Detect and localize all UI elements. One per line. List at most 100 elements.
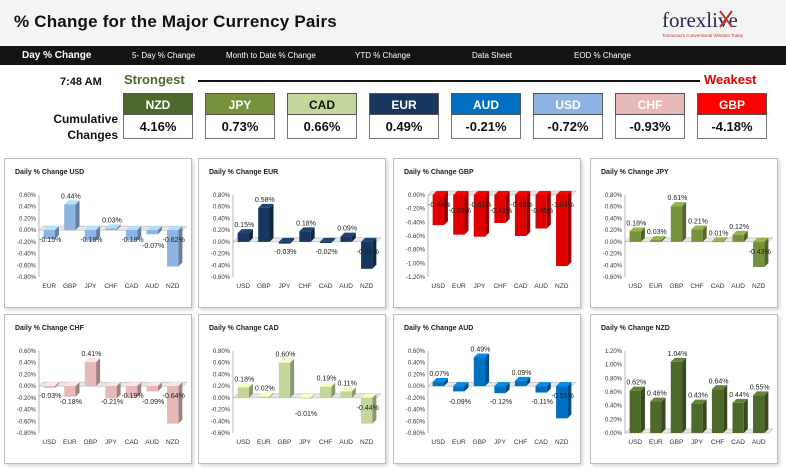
y-tick-label: -0.60% (603, 275, 623, 281)
strongest-label: Strongest (124, 72, 185, 87)
x-category-label: JPY (691, 439, 704, 446)
data-label: -0.02% (315, 249, 337, 256)
y-tick-label: 0.80% (213, 193, 231, 199)
bar-top (535, 382, 551, 387)
bar-front (494, 195, 506, 224)
x-category-label: USD (236, 439, 250, 446)
currency-code: EUR (369, 93, 439, 115)
bar-top (146, 382, 162, 387)
data-label: 0.44% (729, 392, 749, 399)
bar-top (237, 383, 253, 388)
bar-top (732, 398, 748, 403)
x-category-label: CAD (731, 439, 745, 446)
bar-side (764, 391, 769, 433)
data-label: 0.03% (647, 229, 667, 236)
bar-usd (432, 378, 448, 387)
bar-front (732, 402, 744, 433)
bar-top (146, 226, 162, 231)
bar-side (269, 203, 274, 242)
y-tick-label: 0.20% (213, 228, 231, 234)
y-tick-label: 0.60% (213, 205, 231, 211)
y-tick-label: 0.40% (605, 404, 623, 410)
bar-front (278, 362, 291, 398)
tab-5-day-change[interactable]: 5- Day % Change (132, 51, 196, 60)
data-label: 0.18% (626, 220, 646, 227)
bar-aud (146, 382, 162, 392)
bar-usd (237, 229, 253, 242)
bar-usd (237, 383, 253, 398)
y-tick-label: 0.00% (605, 240, 623, 246)
weakest-label: Weakest (704, 72, 757, 87)
y-tick-label: -0.40% (17, 252, 37, 258)
data-label: 0.11% (337, 380, 356, 387)
x-category-label: JPY (473, 283, 486, 290)
currency-code: AUD (451, 93, 521, 115)
tab-data-sheet[interactable]: Data Sheet (472, 51, 513, 60)
bar-usd (629, 386, 645, 433)
bar-side (248, 383, 253, 398)
bar-front (319, 241, 332, 244)
chart-daily-change-gbp: Daily % Change GBP 0.00% -0.20% -0.40% -0.60… (404, 169, 577, 290)
x-category-label: AUD (731, 283, 745, 290)
bar-jpy (84, 226, 101, 241)
bar-top (125, 226, 142, 231)
tab-ytd-change[interactable]: YTD % Change (355, 51, 411, 60)
x-category-label: AUD (339, 439, 353, 446)
bar-top (629, 227, 645, 232)
bar-eur (258, 392, 274, 398)
bar-side (702, 225, 707, 242)
y-tick-label: -0.20% (17, 396, 37, 402)
x-category-label: NZD (166, 439, 180, 446)
y-tick-label: 0.20% (19, 372, 37, 378)
bar-gbp (64, 200, 80, 231)
bar-front (84, 362, 97, 387)
bar-top (105, 224, 121, 229)
data-label: 0.61% (667, 195, 687, 202)
data-label: 0.60% (275, 352, 295, 359)
x-category-label: JPY (84, 283, 97, 290)
chart-daily-change-nzd: Daily % Change NZD1.20%1.00%0.80%0.60%0.… (601, 325, 774, 446)
bar-nzd (556, 191, 572, 267)
data-label: -0.62% (163, 237, 185, 244)
bar-front (453, 386, 465, 392)
y-tick-label: 0.20% (605, 417, 623, 423)
cumulative-label-line-1: Cumulative (53, 112, 118, 126)
bar-side (743, 398, 748, 433)
y-tick-label: 0.00% (213, 240, 231, 246)
bar-top (299, 227, 315, 232)
bar-jpy (494, 382, 510, 394)
x-category-label: AUD (339, 283, 353, 290)
y-tick-label: 0.60% (19, 349, 37, 355)
bar-eur (64, 382, 80, 397)
bar-eur (43, 226, 59, 239)
currency-code: GBP (697, 93, 767, 115)
bar-side (567, 382, 572, 419)
chart-jpy-panel: Daily % Change JPY 0.80% 0.60% 0.40% 0.20% 0.… (590, 158, 778, 308)
bar-side (116, 224, 121, 231)
bar-front (43, 230, 55, 239)
data-label: 0.41% (81, 351, 101, 358)
x-category-label: EUR (63, 439, 77, 446)
data-label: -0.41% (490, 208, 512, 215)
tab-day-change[interactable]: Day % Change (22, 50, 92, 61)
bar-front (514, 380, 527, 387)
data-label: -0.55% (552, 393, 574, 400)
bar-front (237, 233, 249, 242)
y-tick-label: -0.20% (406, 207, 426, 213)
tab-eod-change[interactable]: EOD % Change (574, 51, 631, 60)
timestamp: 7:48 AM (60, 76, 102, 88)
data-label: -0.15% (39, 237, 61, 244)
chart-daily-change-usd: Daily % Change USD0.60%0.40%0.20%0.00%-0… (15, 169, 188, 290)
data-label: 0.19% (317, 376, 337, 383)
bar-aud (340, 387, 356, 398)
bar-front (237, 387, 249, 398)
bar-top (84, 226, 101, 231)
data-label: 0.18% (296, 220, 316, 227)
bar-cad (125, 382, 142, 398)
y-tick-label: -0.20% (406, 396, 426, 402)
bar-front (753, 241, 765, 268)
tab-month-to-date-change[interactable]: Month to Date % Change (226, 51, 316, 60)
chart-cad-panel: Daily % Change CAD 0.80% 0.60% 0.40% 0.20% 0.… (198, 314, 386, 464)
bar-side (485, 353, 490, 387)
bar-chf (105, 224, 121, 231)
